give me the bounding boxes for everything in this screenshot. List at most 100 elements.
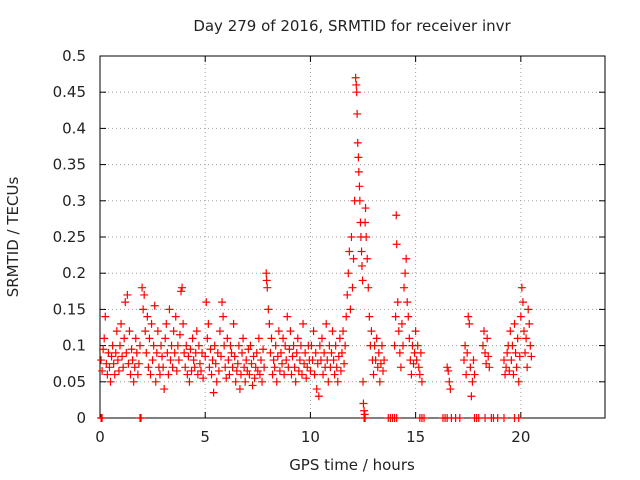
data-point <box>202 298 211 307</box>
data-point <box>118 352 127 361</box>
data-point <box>519 327 528 336</box>
data-point <box>138 283 147 292</box>
data-point <box>203 334 212 343</box>
y-tick-label: 0.4 <box>62 119 86 137</box>
data-point <box>128 356 137 365</box>
data-point <box>287 370 296 379</box>
data-point <box>335 334 344 343</box>
data-point <box>166 356 175 365</box>
data-point <box>229 319 238 328</box>
data-point <box>254 334 263 343</box>
data-point <box>162 319 171 328</box>
data-point <box>119 363 128 372</box>
data-point <box>192 327 201 336</box>
data-point <box>399 341 407 350</box>
data-point <box>311 348 320 357</box>
data-point <box>189 356 198 365</box>
data-point <box>221 363 230 372</box>
data-point <box>201 352 210 361</box>
data-point <box>365 312 374 321</box>
data-point <box>175 330 184 339</box>
data-point <box>501 370 510 379</box>
data-point <box>123 290 132 299</box>
data-point <box>131 334 140 343</box>
data-point <box>417 377 426 386</box>
data-point <box>239 334 248 343</box>
data-point <box>347 233 356 241</box>
data-point <box>317 334 326 343</box>
data-point <box>141 327 150 336</box>
data-point <box>242 356 251 365</box>
data-point <box>129 377 138 386</box>
data-point <box>246 341 255 350</box>
data-point <box>265 319 274 328</box>
data-point <box>514 414 523 422</box>
data-point <box>465 319 474 328</box>
data-point <box>274 327 283 336</box>
data-point <box>523 363 532 372</box>
data-point <box>248 381 257 390</box>
data-point <box>320 348 329 357</box>
data-point <box>143 312 152 321</box>
data-point <box>225 370 234 379</box>
data-point <box>401 269 410 278</box>
data-point <box>469 356 478 365</box>
data-point <box>295 356 304 365</box>
data-point <box>416 348 425 357</box>
data-point <box>515 352 524 361</box>
data-point <box>328 327 337 336</box>
data-point <box>362 233 371 241</box>
data-point <box>412 356 421 365</box>
data-point <box>415 370 424 379</box>
data-point <box>509 370 518 379</box>
data-point <box>278 359 287 368</box>
data-point <box>298 370 306 379</box>
data-point <box>349 254 358 263</box>
data-point <box>148 356 157 365</box>
data-point <box>360 406 369 415</box>
data-point <box>267 334 276 343</box>
data-point <box>238 348 247 357</box>
data-point <box>505 366 514 375</box>
data-point <box>197 366 205 375</box>
data-point <box>282 356 291 365</box>
data-point <box>375 377 384 386</box>
data-point <box>255 370 264 379</box>
data-point <box>209 388 218 397</box>
data-point <box>160 385 169 394</box>
data-point <box>114 366 123 375</box>
data-point <box>312 385 321 394</box>
data-point <box>524 305 533 314</box>
data-point <box>396 363 405 372</box>
data-point <box>331 341 340 350</box>
data-point <box>392 211 401 220</box>
data-point <box>100 334 109 343</box>
data-point <box>348 283 357 292</box>
data-point <box>218 298 227 307</box>
data-point <box>314 392 323 401</box>
data-point <box>179 319 188 328</box>
data-point <box>99 345 108 354</box>
data-point <box>230 352 239 361</box>
data-point <box>310 370 319 379</box>
data-point <box>354 167 363 176</box>
data-point <box>228 363 237 372</box>
data-point <box>126 370 135 379</box>
data-point <box>206 345 215 354</box>
data-point <box>146 370 155 379</box>
data-point <box>288 352 297 361</box>
data-point <box>293 334 302 343</box>
data-point <box>142 348 151 357</box>
data-point <box>361 414 370 422</box>
data-point <box>106 377 115 386</box>
data-point <box>445 377 454 386</box>
data-point <box>108 341 117 350</box>
data-point <box>402 254 411 263</box>
data-point <box>195 359 204 368</box>
data-point <box>343 290 352 299</box>
data-point <box>355 182 364 191</box>
data-point <box>324 377 333 386</box>
x-tick-label: 5 <box>200 428 210 446</box>
data-point <box>112 327 121 336</box>
